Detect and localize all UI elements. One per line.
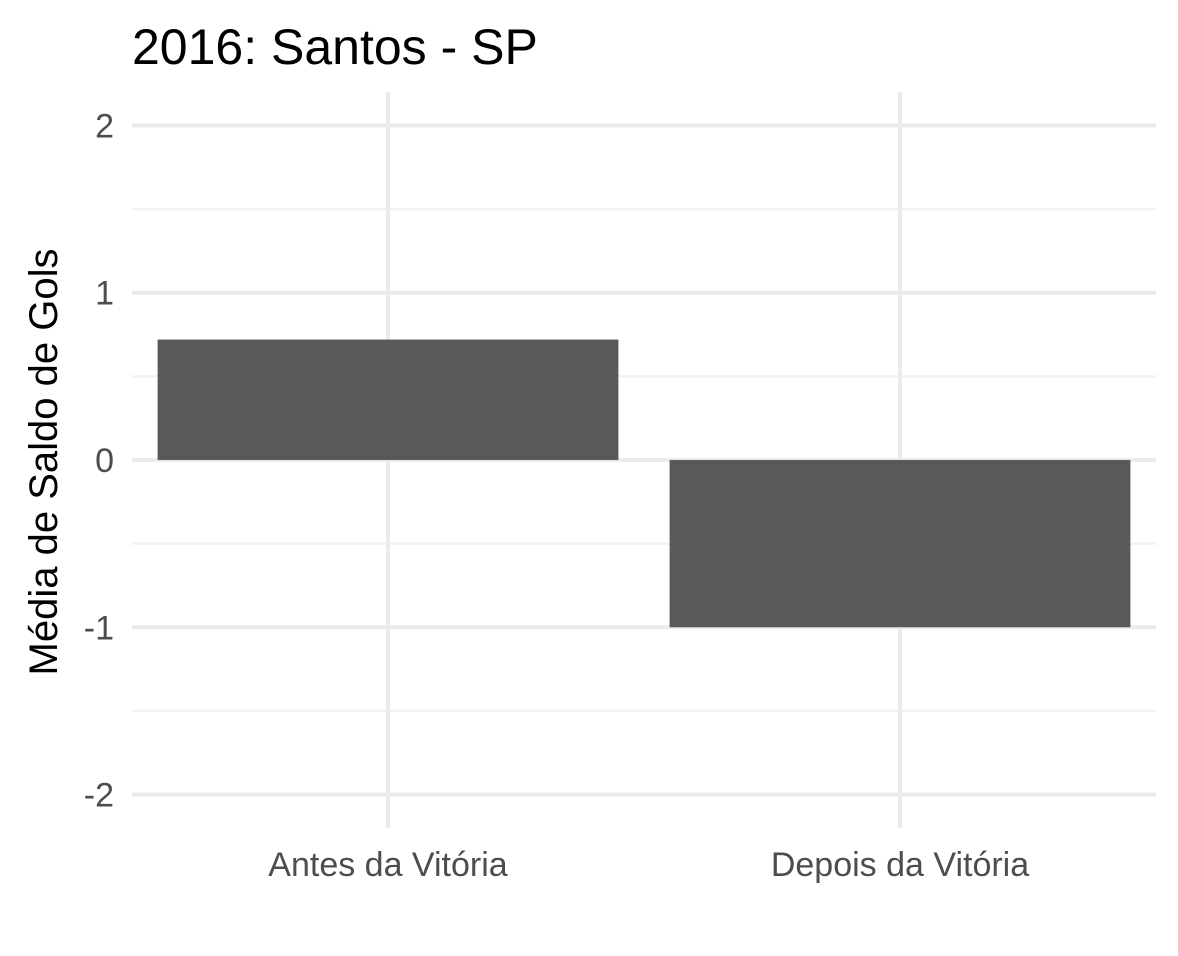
y-tick-label: 1 <box>95 275 114 313</box>
x-tick-labels: Antes da Vitória Depois da Vitória <box>268 846 1029 884</box>
chart-title: 2016: Santos - SP <box>132 19 538 75</box>
bar-1 <box>157 339 619 460</box>
bars <box>157 339 1131 628</box>
y-tick-label: 2 <box>95 107 114 145</box>
x-tick-label: Depois da Vitória <box>771 846 1029 884</box>
y-tick-labels: 2 1 0 -1 -2 <box>84 107 114 814</box>
y-axis-title: Média de Saldo de Gols <box>22 249 66 676</box>
y-tick-label: -2 <box>84 777 114 815</box>
y-tick-label: 0 <box>95 442 114 480</box>
x-tick-label: Antes da Vitória <box>268 846 508 884</box>
bar-2 <box>669 460 1131 628</box>
y-tick-label: -1 <box>84 609 114 647</box>
